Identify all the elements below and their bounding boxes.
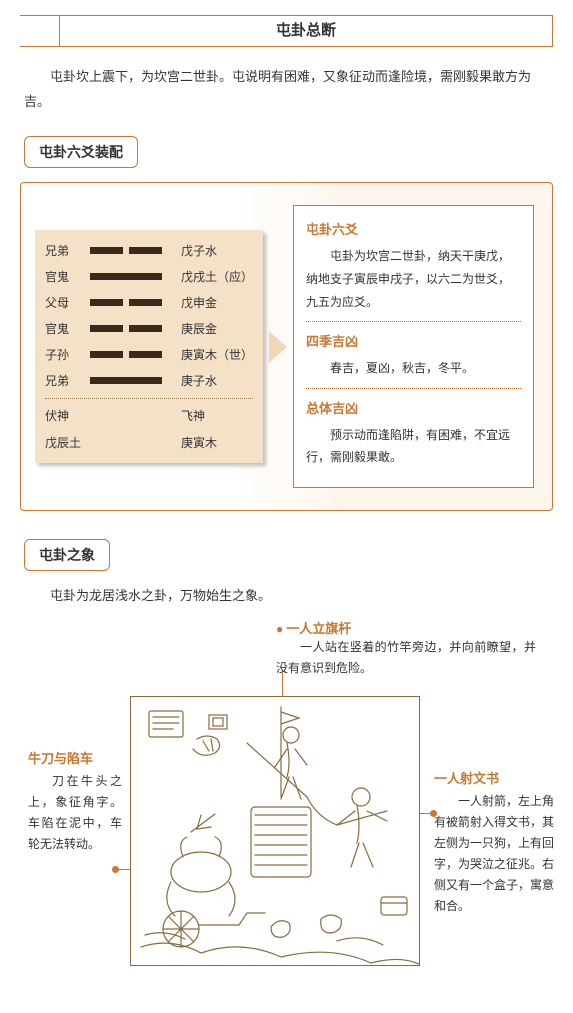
arrow-icon (269, 331, 287, 363)
yao-line (81, 351, 171, 358)
yao-separator (45, 398, 253, 399)
yao-right-label: 庚子水 (171, 372, 253, 389)
callout-right-text: 一人射箭，左上角有被箭射入得文书，其左侧为一只狗，上有回字，为哭泣之征兆。右侧又… (434, 791, 554, 917)
info-sep-1 (306, 321, 521, 322)
yao-row: 子孙 庚寅木（世） (45, 346, 253, 363)
callout-right-title: 一人射文书 (434, 768, 554, 787)
callout-left-text: 刀在牛头之上，象征角字。车陷在泥中，车轮无法转动。 (28, 771, 122, 855)
callout-left-title: 牛刀与陷车 (28, 748, 122, 767)
info-title-1: 屯卦六爻 (306, 218, 521, 243)
yao-left-label: 官鬼 (45, 268, 81, 285)
yao-right-label: 庚寅木（世） (171, 346, 253, 363)
yao-left-label: 父母 (45, 294, 81, 311)
illustration (130, 696, 420, 966)
yao-right-label: 戊戌土（应） (171, 268, 253, 285)
info-text-3: 预示动而逢陷阱，有困难，不宜远行，需刚毅果敢。 (306, 424, 521, 470)
intro-text: 屯卦坎上震下，为坎宫二世卦。屯说明有困难，又象征动而逢险境，需刚毅果敢方为吉。 (20, 65, 553, 114)
callout-left: 牛刀与陷车 刀在牛头之上，象征角字。车陷在泥中，车轮无法转动。 (28, 748, 122, 855)
yao-sub-right: 庚寅木 (171, 434, 253, 451)
callout-top-title: 一人立旗杆 (286, 621, 351, 636)
yao-sub-row: 伏神飞神 (45, 407, 253, 424)
yao-sub-row: 戊辰土庚寅木 (45, 434, 253, 451)
yao-row: 官鬼 戊戌土（应） (45, 268, 253, 285)
yao-right-label: 戊申金 (171, 294, 253, 311)
title-bar: 屯卦总断 (20, 15, 553, 47)
page-title: 屯卦总断 (60, 16, 552, 46)
six-yao-container: 兄弟戊子水官鬼戊戌土（应）父母戊申金官鬼庚辰金子孙庚寅木（世）兄弟庚子水伏神飞神… (20, 182, 553, 511)
yao-table: 兄弟戊子水官鬼戊戌土（应）父母戊申金官鬼庚辰金子孙庚寅木（世）兄弟庚子水伏神飞神… (35, 230, 263, 463)
section-label-2: 屯卦之象 (24, 539, 110, 571)
info-text-2: 春吉，夏凶，秋吉，冬平。 (306, 357, 521, 380)
yao-left-label: 子孙 (45, 346, 81, 363)
yao-sub-right: 飞神 (171, 407, 253, 424)
diagram-area: ● 一人立旗杆 一人站在竖着的竹竿旁边，并向前瞭望，并没有意识到危险。 牛刀与陷… (20, 618, 553, 998)
yao-line (81, 325, 171, 332)
yao-left-label: 官鬼 (45, 320, 81, 337)
illustration-svg (131, 697, 420, 966)
yao-row: 兄弟 庚子水 (45, 372, 253, 389)
yao-sub-left: 伏神 (45, 407, 171, 424)
yao-row: 兄弟 戊子水 (45, 242, 253, 259)
info-text-1: 屯卦为坎宫二世卦，纳天干庚戊，纳地支子寅辰申戌子，以六二为世爻，九五为应爻。 (306, 245, 521, 313)
xiang-intro: 屯卦为龙居浅水之卦，万物始生之象。 (20, 585, 553, 604)
yao-row: 官鬼 庚辰金 (45, 320, 253, 337)
callout-top-text: 一人站在竖着的竹竿旁边，并向前瞭望，并没有意识到危险。 (276, 637, 536, 679)
callout-right: 一人射文书 一人射箭，左上角有被箭射入得文书，其左侧为一只狗，上有回字，为哭泣之… (434, 768, 554, 917)
yao-line (81, 273, 171, 280)
info-title-2: 四季吉凶 (306, 330, 521, 355)
yao-right-label: 庚辰金 (171, 320, 253, 337)
section-label-1: 屯卦六爻装配 (24, 136, 138, 168)
yao-line (81, 299, 171, 306)
yao-line (81, 247, 171, 254)
title-tab (20, 16, 60, 46)
yao-line (81, 377, 171, 384)
info-box: 屯卦六爻 屯卦为坎宫二世卦，纳天干庚戊，纳地支子寅辰申戌子，以六二为世爻，九五为… (293, 205, 534, 488)
callout-top: ● 一人立旗杆 一人站在竖着的竹竿旁边，并向前瞭望，并没有意识到危险。 (276, 618, 536, 679)
info-title-3: 总体吉凶 (306, 397, 521, 422)
yao-sub-left: 戊辰土 (45, 434, 171, 451)
info-sep-2 (306, 388, 521, 389)
yao-row: 父母 戊申金 (45, 294, 253, 311)
yao-right-label: 戊子水 (171, 242, 253, 259)
yao-left-label: 兄弟 (45, 372, 81, 389)
yao-left-label: 兄弟 (45, 242, 81, 259)
